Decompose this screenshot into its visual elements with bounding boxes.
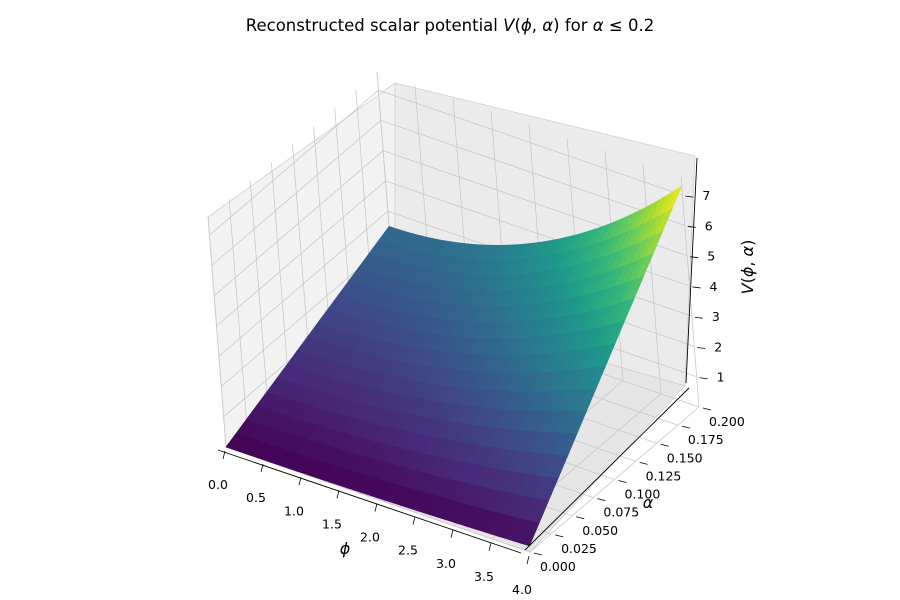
y-tick bbox=[702, 407, 712, 411]
gridline-y bbox=[270, 162, 290, 393]
z-tick bbox=[690, 256, 699, 259]
y-tick-label: 0.175 bbox=[688, 432, 724, 447]
y-tick-label: 0.125 bbox=[646, 468, 682, 483]
y-tick bbox=[639, 461, 648, 465]
gridline-z bbox=[218, 210, 389, 357]
x-tick bbox=[336, 490, 340, 499]
x-tick-label: 0.5 bbox=[246, 490, 266, 505]
axis-lines bbox=[217, 157, 698, 554]
z-tick-label: 7 bbox=[702, 188, 710, 203]
z-tick-label: 2 bbox=[714, 340, 722, 355]
x-tick-label: 3.5 bbox=[474, 569, 494, 584]
y-tick-label: 0.075 bbox=[603, 505, 639, 520]
gridline-z bbox=[213, 150, 384, 296]
y-tick bbox=[597, 498, 606, 502]
y-tick-label: 0.200 bbox=[709, 414, 745, 429]
x-tick-label: 2.5 bbox=[398, 543, 418, 558]
y-tick-label: 0.150 bbox=[667, 450, 703, 465]
y-tick-label: 0.000 bbox=[540, 559, 576, 574]
x-tick bbox=[222, 450, 226, 460]
gridline-z bbox=[378, 89, 683, 196]
y-tick-label: 0.100 bbox=[625, 487, 661, 502]
y-tick-label: 0.050 bbox=[582, 523, 618, 538]
z-tick-label: 6 bbox=[705, 218, 713, 233]
z-tick bbox=[697, 347, 706, 349]
z-axis-line bbox=[685, 157, 698, 384]
y-axis-label: α bbox=[643, 493, 654, 512]
gridline-z bbox=[216, 180, 386, 327]
x-tick-label: 0.0 bbox=[208, 477, 228, 492]
y-tick bbox=[533, 552, 543, 556]
x-tick bbox=[450, 529, 454, 538]
z-tick bbox=[694, 316, 703, 319]
y-tick-label: 0.025 bbox=[561, 541, 597, 556]
axis-ticks: 0.0 0.5 1.0 1.5 2.0 2.5 3.0 3.5 4.0 0.000 0.025 0.0… bbox=[208, 188, 745, 597]
x-tick bbox=[412, 516, 416, 525]
chart-title: Reconstructed scalar potential V(ϕ, α) f… bbox=[246, 16, 654, 35]
x-tick-label: 3.0 bbox=[436, 556, 456, 571]
x-tick bbox=[374, 503, 378, 512]
z-tick bbox=[687, 226, 696, 228]
gridline-z bbox=[380, 120, 685, 226]
z-tick bbox=[685, 195, 694, 198]
x-tick bbox=[260, 464, 264, 473]
surface-facet bbox=[521, 521, 540, 547]
x-tick-label: 2.0 bbox=[360, 530, 380, 545]
gridline-y bbox=[228, 198, 248, 429]
x-tick-label: 1.0 bbox=[284, 503, 304, 518]
x-axis-label: ϕ bbox=[340, 539, 351, 558]
surface-mesh bbox=[225, 185, 683, 547]
x-tick-label: 1.5 bbox=[322, 516, 342, 531]
x-tick bbox=[526, 555, 530, 565]
y-tick bbox=[660, 443, 669, 447]
gridline-y bbox=[292, 144, 311, 375]
y-tick bbox=[555, 534, 564, 538]
z-tick bbox=[692, 286, 701, 289]
z-tick-label: 1 bbox=[717, 370, 725, 385]
z-tick-label: 4 bbox=[710, 279, 718, 294]
x-axis-line bbox=[217, 449, 522, 554]
gridline-z bbox=[209, 89, 379, 236]
z-tick bbox=[699, 377, 708, 380]
z-axis-label: V(ϕ, α) bbox=[738, 240, 757, 295]
y-tick bbox=[618, 480, 627, 483]
y-axis-line bbox=[524, 387, 690, 551]
y-tick bbox=[681, 425, 690, 429]
y-tick bbox=[576, 516, 585, 520]
x-tick bbox=[298, 477, 302, 486]
x-tick-label: 4.0 bbox=[512, 582, 532, 597]
gridline-y bbox=[249, 180, 269, 411]
x-tick bbox=[488, 542, 492, 551]
gridline-y bbox=[207, 216, 227, 448]
gridline-x bbox=[642, 163, 662, 394]
gridline-z bbox=[211, 120, 382, 266]
z-tick-label: 3 bbox=[712, 309, 720, 324]
z-tick-label: 5 bbox=[707, 249, 715, 264]
